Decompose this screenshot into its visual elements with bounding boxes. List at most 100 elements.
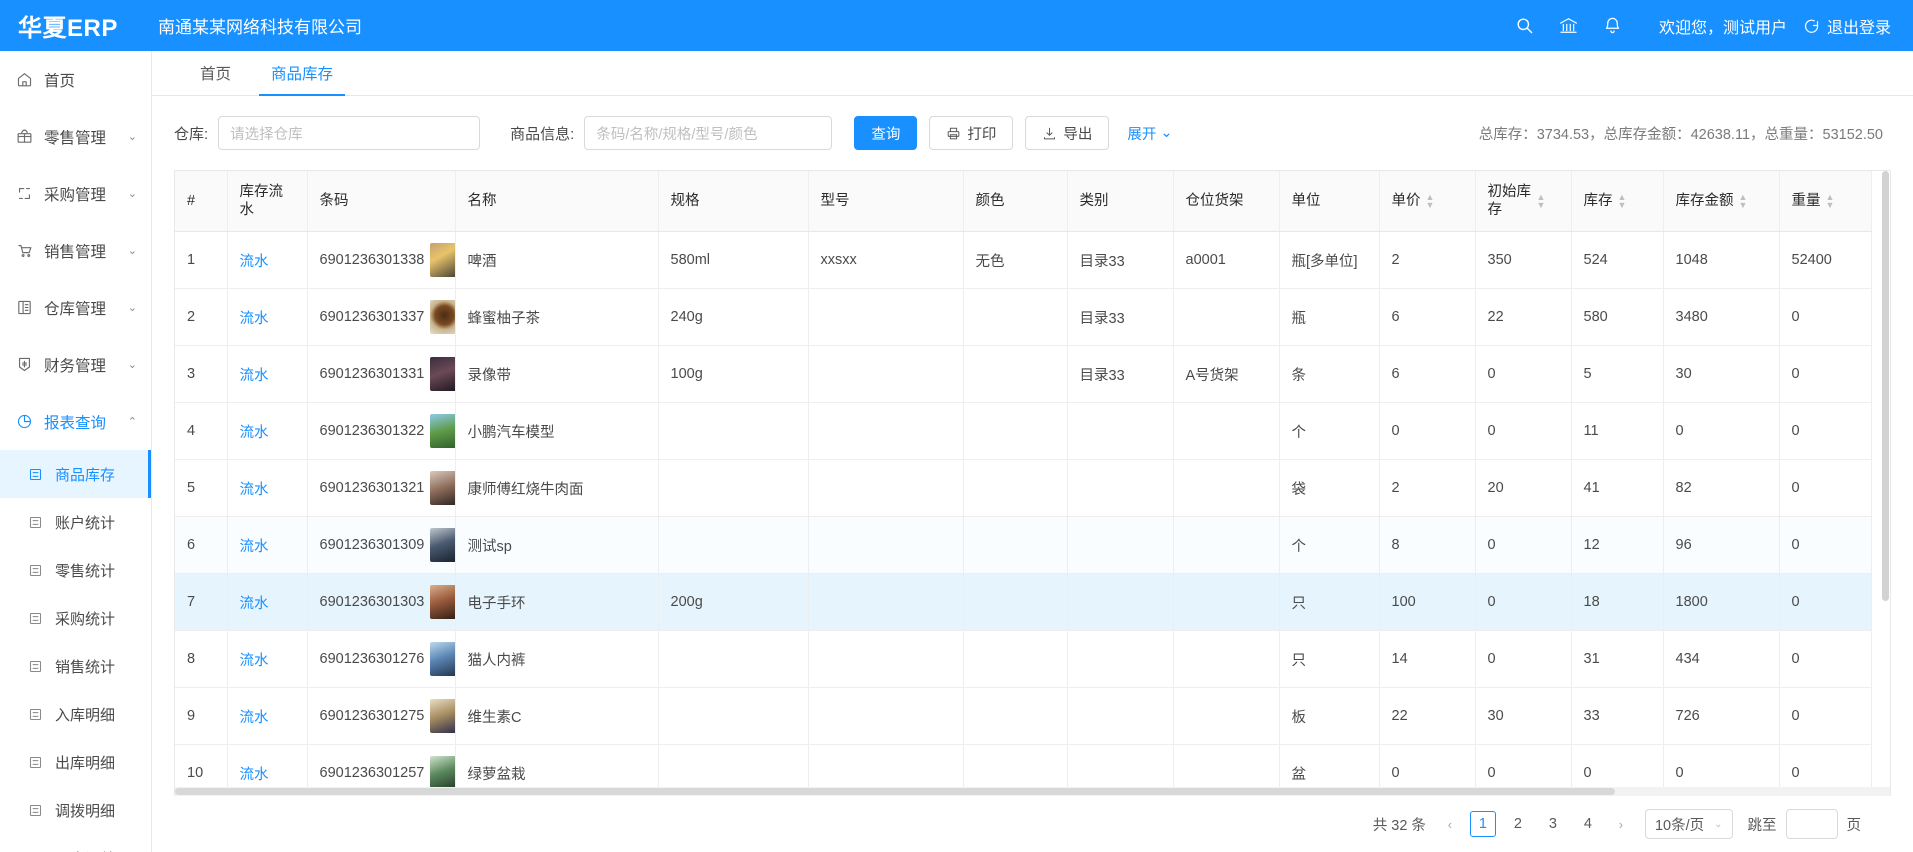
cell-color bbox=[963, 630, 1068, 689]
table-row[interactable]: 10 流水 6901236301257 绿萝盆栽 盆 0 bbox=[175, 744, 1872, 796]
cell-stock-flow[interactable]: 流水 bbox=[227, 288, 308, 347]
sidebar-item-warehouse[interactable]: 仓库管理 ⌄ bbox=[0, 279, 151, 336]
stock-flow-link[interactable]: 流水 bbox=[239, 253, 269, 270]
sidebar-item-inbound-detail[interactable]: 入库明细 bbox=[0, 690, 151, 738]
stock-flow-link[interactable]: 流水 bbox=[239, 766, 269, 783]
page-size-select[interactable]: 10条/页 ⌄ bbox=[1644, 809, 1733, 839]
product-thumbnail[interactable] bbox=[430, 243, 454, 278]
table-row[interactable]: 1 流水 6901236301338 啤酒 580ml xxsxx 无色 目录3… bbox=[175, 231, 1872, 290]
warehouse-select[interactable]: 请选择仓库 bbox=[218, 116, 481, 150]
product-thumbnail[interactable] bbox=[430, 699, 454, 734]
table-row[interactable]: 3 流水 6901236301331 录像带 100g 目录33 A号货架 条 bbox=[175, 345, 1872, 404]
scrollbar-thumb[interactable] bbox=[1882, 171, 1889, 601]
col-price[interactable]: 单价 ▲ ▼ bbox=[1379, 171, 1476, 233]
product-thumbnail[interactable] bbox=[430, 756, 454, 791]
product-info-input[interactable]: 条码/名称/规格/型号/颜色 bbox=[584, 116, 833, 150]
product-thumbnail[interactable] bbox=[430, 528, 454, 563]
product-thumbnail[interactable] bbox=[430, 585, 454, 620]
cell-stock-flow[interactable]: 流水 bbox=[227, 573, 308, 632]
sidebar-item-finance[interactable]: 财务管理 ⌄ bbox=[0, 336, 151, 393]
sort-icon[interactable]: ▲ ▼ bbox=[1738, 191, 1748, 210]
sidebar-item-sales[interactable]: 销售管理 ⌄ bbox=[0, 222, 151, 279]
table-row[interactable]: 4 流水 6901236301322 小鹏汽车模型 个 0 bbox=[175, 402, 1872, 461]
sidebar-item-account-stats[interactable]: 账户统计 bbox=[0, 498, 151, 546]
sort-icon[interactable]: ▲ ▼ bbox=[1825, 191, 1835, 210]
sidebar-item-inbound-summary[interactable]: 入库汇总 bbox=[0, 834, 151, 852]
print-button[interactable]: 打印 bbox=[929, 116, 1014, 150]
page-3-button[interactable]: 3 bbox=[1548, 816, 1557, 832]
stock-table-wrapper[interactable]: # 库存流水 条码 名称 规格 型号 颜色 类别 仓位货架 单位 单价 ▲ ▼ bbox=[174, 170, 1891, 796]
product-thumbnail[interactable] bbox=[430, 642, 454, 677]
sort-icon[interactable]: ▲ ▼ bbox=[1536, 191, 1546, 210]
cell-stock: 524 bbox=[1571, 231, 1664, 290]
table-header-row: # 库存流水 条码 名称 规格 型号 颜色 类别 仓位货架 单位 单价 ▲ ▼ bbox=[175, 171, 1872, 233]
expand-toggle[interactable]: 展开 ⌄ bbox=[1127, 123, 1172, 144]
col-init-stock[interactable]: 初始库存 ▲ ▼ bbox=[1475, 171, 1572, 233]
page-2-button[interactable]: 2 bbox=[1513, 816, 1522, 832]
sidebar-item-purchase[interactable]: 采购管理 ⌄ bbox=[0, 165, 151, 222]
bell-icon[interactable] bbox=[1591, 0, 1635, 51]
cell-stock-flow[interactable]: 流水 bbox=[227, 516, 308, 575]
table-vertical-scrollbar[interactable] bbox=[1881, 171, 1890, 796]
sort-icon[interactable]: ▲ ▼ bbox=[1617, 191, 1627, 210]
sidebar-item-sales-stats[interactable]: 销售统计 bbox=[0, 642, 151, 690]
sidebar-item-reports[interactable]: 报表查询 ⌃ bbox=[0, 393, 151, 450]
cell-weight: 0 bbox=[1779, 288, 1872, 347]
sidebar-item-retail-stats[interactable]: 零售统计 bbox=[0, 546, 151, 594]
cell-stock-flow[interactable]: 流水 bbox=[227, 687, 308, 746]
stock-flow-link[interactable]: 流水 bbox=[239, 652, 269, 669]
col-stock-amount[interactable]: 库存金额 ▲ ▼ bbox=[1663, 171, 1780, 233]
tab-home[interactable]: 首页 bbox=[200, 66, 232, 83]
table-row[interactable]: 2 流水 6901236301337 蜂蜜柚子茶 240g 目录33 瓶 bbox=[175, 288, 1872, 347]
export-button[interactable]: 导出 bbox=[1025, 116, 1110, 150]
stock-flow-link[interactable]: 流水 bbox=[239, 538, 269, 555]
sidebar-item-transfer-detail[interactable]: 调拨明细 bbox=[0, 786, 151, 834]
page-1-button[interactable]: 1 bbox=[1469, 811, 1496, 837]
sidebar-item-product-stock[interactable]: 商品库存 bbox=[0, 450, 151, 498]
table-row[interactable]: 8 流水 6901236301276 猫人内裤 只 14 bbox=[175, 630, 1872, 689]
cell-init-stock: 30 bbox=[1475, 687, 1572, 746]
table-row[interactable]: 9 流水 6901236301275 维生素C 板 22 bbox=[175, 687, 1872, 746]
scrollbar-thumb[interactable] bbox=[175, 788, 1615, 795]
col-stock[interactable]: 库存 ▲ ▼ bbox=[1571, 171, 1664, 233]
tab-product-stock[interactable]: 商品库存 bbox=[251, 62, 353, 96]
sidebar-label: 销售管理 bbox=[44, 243, 107, 261]
table-row[interactable]: 6 流水 6901236301309 测试sp 个 8 bbox=[175, 516, 1872, 575]
product-thumbnail[interactable] bbox=[430, 357, 454, 392]
sidebar[interactable]: 首页 零售管理 ⌄ 采购管理 bbox=[0, 51, 152, 852]
stock-flow-link[interactable]: 流水 bbox=[239, 709, 269, 726]
col-model: 型号 bbox=[808, 171, 964, 233]
product-thumbnail[interactable] bbox=[430, 414, 454, 449]
cell-stock-flow[interactable]: 流水 bbox=[227, 630, 308, 689]
sort-icon[interactable]: ▲ ▼ bbox=[1425, 191, 1435, 210]
search-icon[interactable] bbox=[1503, 0, 1547, 51]
cell-unit: 瓶[多单位] bbox=[1279, 231, 1380, 290]
cell-stock-flow[interactable]: 流水 bbox=[227, 231, 308, 290]
next-page-button[interactable]: › bbox=[1618, 816, 1624, 832]
sidebar-item-home[interactable]: 首页 bbox=[0, 51, 151, 108]
stock-flow-link[interactable]: 流水 bbox=[239, 310, 269, 327]
table-row[interactable]: 5 流水 6901236301321 康师傅红烧牛肉面 袋 2 bbox=[175, 459, 1872, 518]
stock-flow-link[interactable]: 流水 bbox=[239, 367, 269, 384]
page-4-button[interactable]: 4 bbox=[1583, 816, 1592, 832]
sidebar-item-purchase-stats[interactable]: 采购统计 bbox=[0, 594, 151, 642]
col-weight[interactable]: 重量 ▲ ▼ bbox=[1779, 171, 1872, 233]
cell-stock-flow[interactable]: 流水 bbox=[227, 459, 308, 518]
sidebar-item-outbound-detail[interactable]: 出库明细 bbox=[0, 738, 151, 786]
stock-flow-link[interactable]: 流水 bbox=[239, 424, 269, 441]
logout-button[interactable]: 退出登录 bbox=[1803, 14, 1891, 38]
table-horizontal-scrollbar[interactable] bbox=[175, 787, 1890, 796]
stock-flow-link[interactable]: 流水 bbox=[239, 595, 269, 612]
cell-stock-flow[interactable]: 流水 bbox=[227, 402, 308, 461]
cell-stock-flow[interactable]: 流水 bbox=[227, 345, 308, 404]
query-button[interactable]: 查询 bbox=[854, 116, 918, 150]
bank-icon[interactable] bbox=[1547, 0, 1591, 51]
jump-page-input[interactable] bbox=[1785, 809, 1838, 839]
cell-name: 维生素C bbox=[455, 687, 659, 746]
table-row[interactable]: 7 流水 6901236301303 电子手环 200g 只 100 bbox=[175, 573, 1872, 632]
prev-page-button[interactable]: ‹ bbox=[1447, 816, 1453, 832]
product-thumbnail[interactable] bbox=[430, 300, 454, 335]
product-thumbnail[interactable] bbox=[430, 471, 454, 506]
sidebar-item-retail[interactable]: 零售管理 ⌄ bbox=[0, 108, 151, 165]
stock-flow-link[interactable]: 流水 bbox=[239, 481, 269, 498]
